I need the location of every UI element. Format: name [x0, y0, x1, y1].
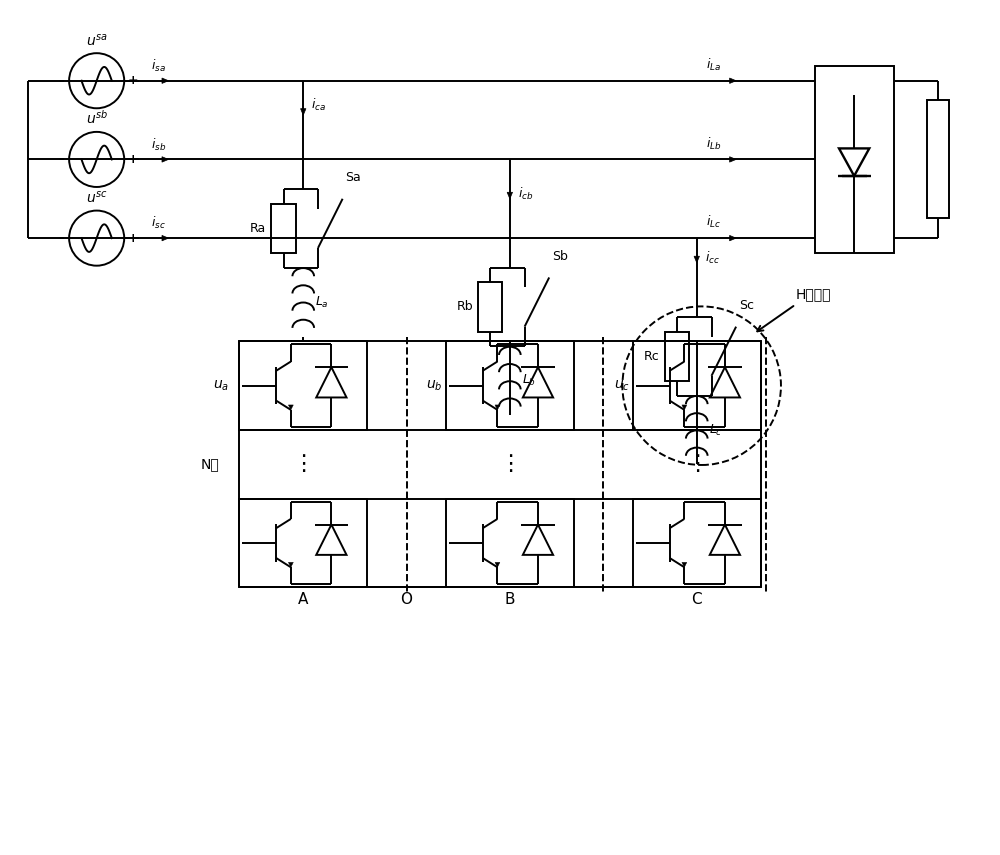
- Text: ⋮: ⋮: [686, 454, 708, 475]
- Text: $u^{sb}$: $u^{sb}$: [86, 109, 108, 127]
- Text: ⋮: ⋮: [292, 454, 314, 475]
- Text: -: -: [58, 74, 64, 88]
- Bar: [927, 100, 949, 218]
- Text: $i_{cc}$: $i_{cc}$: [705, 250, 720, 266]
- Polygon shape: [162, 78, 168, 84]
- Text: $i_{sa}$: $i_{sa}$: [151, 58, 166, 74]
- Polygon shape: [301, 109, 306, 115]
- Bar: [239, 341, 367, 430]
- Polygon shape: [694, 256, 699, 262]
- Text: +: +: [127, 153, 138, 166]
- Polygon shape: [710, 525, 740, 555]
- Text: $u_c$: $u_c$: [614, 379, 630, 393]
- Polygon shape: [495, 563, 500, 567]
- Polygon shape: [316, 367, 347, 398]
- Text: A: A: [298, 593, 308, 607]
- Polygon shape: [495, 405, 500, 410]
- Bar: [446, 341, 574, 430]
- Text: O: O: [401, 593, 413, 607]
- Polygon shape: [162, 156, 168, 162]
- Polygon shape: [730, 78, 736, 84]
- Text: Sc: Sc: [739, 299, 754, 312]
- Text: $L_a$: $L_a$: [315, 294, 329, 310]
- Polygon shape: [730, 156, 736, 162]
- Text: Sa: Sa: [346, 171, 361, 184]
- Text: $u^{sc}$: $u^{sc}$: [86, 190, 108, 206]
- Text: $u_b$: $u_b$: [426, 379, 443, 393]
- Polygon shape: [710, 367, 740, 398]
- Text: B: B: [505, 593, 515, 607]
- Text: +: +: [127, 74, 138, 87]
- Text: -: -: [58, 152, 64, 167]
- Polygon shape: [682, 405, 687, 410]
- Text: Ra: Ra: [250, 221, 266, 235]
- Bar: [815, 66, 894, 253]
- Polygon shape: [682, 563, 687, 567]
- Text: $i_{ca}$: $i_{ca}$: [311, 97, 326, 114]
- Text: $u_a$: $u_a$: [213, 379, 229, 393]
- Polygon shape: [288, 405, 293, 410]
- Text: ⋮: ⋮: [499, 454, 521, 475]
- Text: Rc: Rc: [644, 350, 660, 363]
- Text: $L_b$: $L_b$: [522, 374, 536, 388]
- Bar: [665, 332, 689, 380]
- Text: $i_{Lc}$: $i_{Lc}$: [706, 214, 721, 230]
- Bar: [633, 498, 761, 587]
- Text: $u^{sa}$: $u^{sa}$: [86, 32, 108, 48]
- Bar: [239, 498, 367, 587]
- Text: -: -: [58, 231, 64, 245]
- Text: $i_{La}$: $i_{La}$: [706, 56, 721, 73]
- Polygon shape: [730, 235, 736, 241]
- Text: $i_{sb}$: $i_{sb}$: [151, 137, 166, 152]
- Polygon shape: [523, 525, 553, 555]
- Bar: [478, 282, 502, 332]
- Polygon shape: [316, 525, 347, 555]
- Text: $L_c$: $L_c$: [709, 422, 722, 438]
- Bar: [446, 498, 574, 587]
- Bar: [271, 203, 296, 253]
- Text: H桥单元: H桥单元: [796, 287, 831, 302]
- Text: Sb: Sb: [552, 250, 568, 262]
- Polygon shape: [523, 367, 553, 398]
- Bar: [633, 341, 761, 430]
- Text: C: C: [691, 593, 702, 607]
- Text: Rb: Rb: [456, 300, 473, 314]
- Polygon shape: [839, 149, 869, 176]
- Text: $i_{cb}$: $i_{cb}$: [518, 186, 533, 202]
- Polygon shape: [162, 235, 168, 241]
- Polygon shape: [288, 563, 293, 567]
- Text: $i_{Lb}$: $i_{Lb}$: [706, 135, 721, 151]
- Text: +: +: [127, 232, 138, 245]
- Polygon shape: [507, 192, 513, 198]
- Text: $i_{sc}$: $i_{sc}$: [151, 215, 166, 231]
- Text: N阶: N阶: [201, 457, 220, 471]
